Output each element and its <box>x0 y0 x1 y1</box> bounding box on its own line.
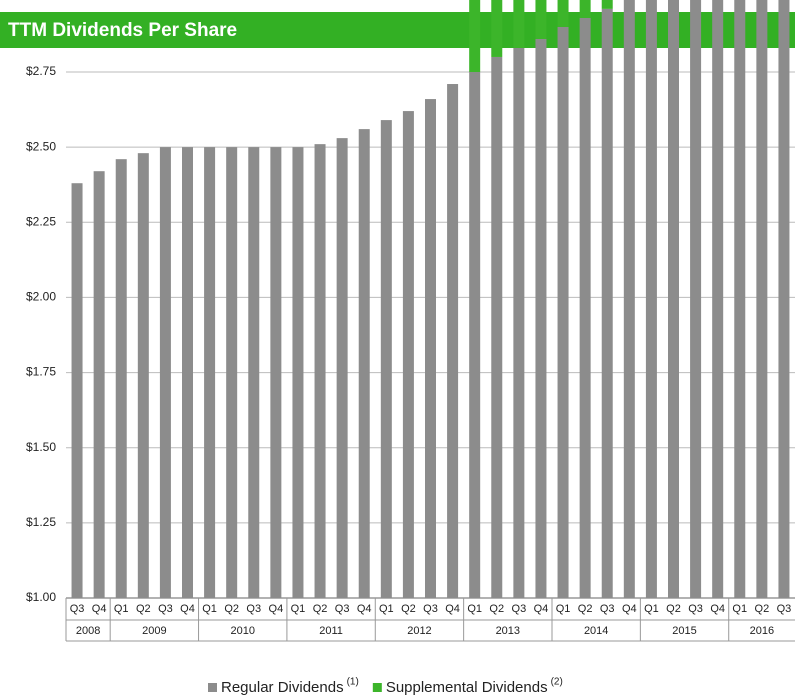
x-tick-label: Q3 <box>70 603 85 615</box>
bar-segment <box>469 72 481 598</box>
x-tick-label: Q4 <box>445 603 460 615</box>
bar-segment <box>314 144 326 598</box>
x-tick-label: Q3 <box>688 603 703 615</box>
bar-segment <box>601 8 613 598</box>
x-tick-label: Q4 <box>622 603 637 615</box>
header-bar <box>0 12 795 48</box>
bar-segment <box>601 0 613 9</box>
legend-swatch <box>372 683 382 692</box>
x-tick-label: Q2 <box>489 603 504 615</box>
x-tick-label: Q3 <box>335 603 350 615</box>
x-tick-label: Q3 <box>246 603 261 615</box>
bar-segment <box>447 84 459 599</box>
bar-segment <box>513 47 525 598</box>
x-tick-label: Q1 <box>379 603 394 615</box>
x-tick-label: Q2 <box>755 603 770 615</box>
x-tick-label: Q4 <box>269 603 284 615</box>
x-tick-label: Q1 <box>644 603 659 615</box>
bar-segment <box>778 0 790 599</box>
bar-segment <box>712 0 724 599</box>
x-tick-label: Q4 <box>357 603 372 615</box>
bar-segment <box>226 147 238 598</box>
bar-segment <box>204 147 216 598</box>
bar-segment <box>270 147 282 598</box>
y-tick-label: $2.25 <box>26 214 56 228</box>
bar-segment <box>292 147 304 598</box>
bar-segment <box>358 129 370 598</box>
bar-segment <box>469 0 481 72</box>
bar-segment <box>336 138 348 598</box>
x-tick-label: Q2 <box>401 603 416 615</box>
bar-segment <box>93 171 105 598</box>
bar-segment <box>756 0 768 599</box>
x-tick-label: Q4 <box>92 603 107 615</box>
y-tick-label: $2.50 <box>26 139 56 153</box>
x-tick-label: Q3 <box>777 603 792 615</box>
y-tick-label: $1.50 <box>26 440 56 454</box>
x-tick-label: Q2 <box>578 603 593 615</box>
bar-segment <box>690 0 702 599</box>
x-group-label: 2014 <box>584 625 608 637</box>
x-tick-label: Q4 <box>710 603 725 615</box>
bar-segment <box>425 99 436 599</box>
x-tick-label: Q2 <box>313 603 328 615</box>
x-group-label: 2010 <box>230 625 254 637</box>
x-group-label: 2016 <box>750 625 774 637</box>
x-tick-label: Q1 <box>556 603 571 615</box>
chart-title: TTM Dividends Per Share <box>8 20 237 41</box>
x-tick-label: Q1 <box>732 603 747 615</box>
bar-segment <box>71 183 83 598</box>
x-tick-label: Q4 <box>534 603 549 615</box>
x-tick-label: Q1 <box>291 603 306 615</box>
bar-segment <box>535 38 547 599</box>
legend-note: (1) <box>347 677 359 688</box>
x-tick-label: Q1 <box>202 603 217 615</box>
bar-segment <box>623 0 635 599</box>
x-group-label: 2009 <box>142 625 166 637</box>
legend-label: Regular Dividends <box>221 679 344 696</box>
bar-segment <box>668 0 679 598</box>
y-tick-label: $1.75 <box>26 365 56 379</box>
y-tick-label: $1.25 <box>26 515 56 529</box>
legend-swatch <box>208 683 217 692</box>
bar-segment <box>137 153 149 598</box>
y-tick-label: $1.00 <box>26 590 56 604</box>
x-tick-label: Q3 <box>158 603 173 615</box>
bar-segment <box>535 0 547 39</box>
bar-segment <box>248 147 260 598</box>
x-group-label: 2008 <box>76 625 100 637</box>
x-group-label: 2015 <box>672 625 696 637</box>
x-tick-label: Q3 <box>600 603 615 615</box>
x-group-label: 2011 <box>319 625 343 637</box>
bar-segment <box>579 17 591 598</box>
bar-segment <box>182 147 193 598</box>
bar-segment <box>734 0 746 599</box>
x-tick-label: Q2 <box>666 603 681 615</box>
x-tick-label: Q2 <box>224 603 239 615</box>
x-group-label: 2012 <box>407 625 431 637</box>
bar-segment <box>115 159 127 598</box>
x-tick-label: Q3 <box>423 603 438 615</box>
legend-label: Supplemental Dividends <box>386 679 548 696</box>
bar-segment <box>579 0 591 18</box>
bar-segment <box>513 0 525 48</box>
x-group-label: 2013 <box>496 625 520 637</box>
x-tick-label: Q3 <box>512 603 527 615</box>
y-tick-label: $2.75 <box>26 64 56 78</box>
legend-note: (2) <box>551 677 563 688</box>
bar-segment <box>557 26 569 598</box>
bar-segment <box>491 56 503 598</box>
bar-segment <box>557 0 569 27</box>
bar-segment <box>645 0 657 598</box>
x-tick-label: Q1 <box>467 603 482 615</box>
bar-segment <box>380 120 392 598</box>
x-tick-label: Q2 <box>136 603 151 615</box>
y-tick-label: $2.00 <box>26 290 56 304</box>
x-tick-label: Q4 <box>180 603 195 615</box>
x-tick-label: Q1 <box>114 603 129 615</box>
bar-segment <box>491 0 503 57</box>
bar-segment <box>402 111 414 599</box>
bar-segment <box>159 147 171 598</box>
